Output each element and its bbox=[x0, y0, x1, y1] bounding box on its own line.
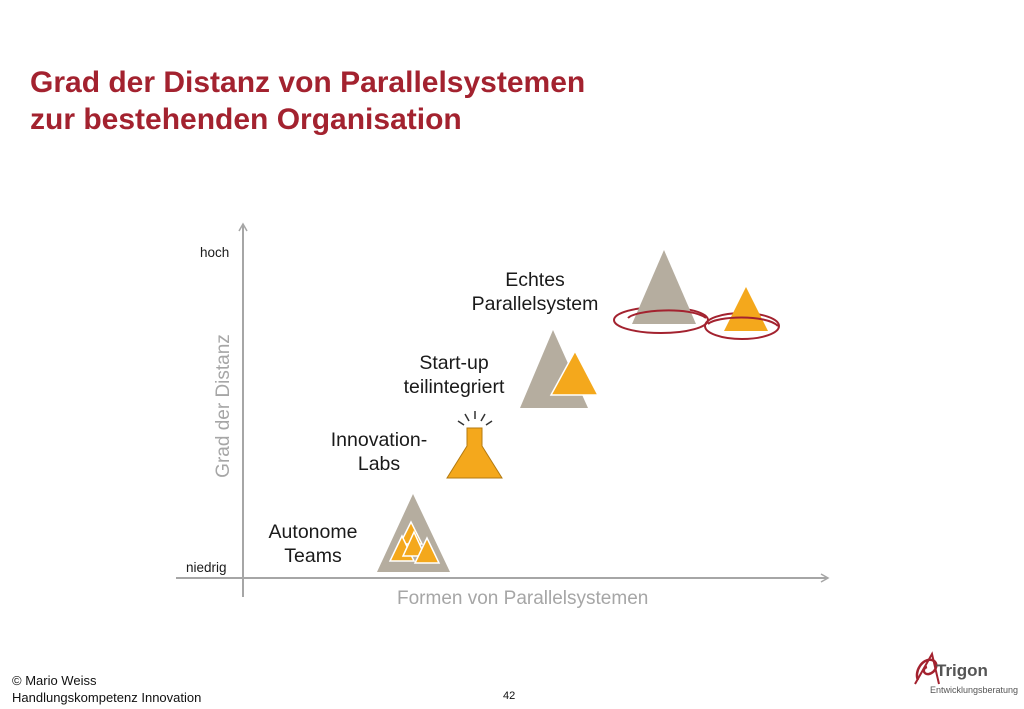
title-line-2: zur bestehenden Organisation bbox=[30, 103, 462, 136]
item-label-innovation-labs: Innovation- Labs bbox=[330, 429, 428, 475]
title-line-1: Grad der Distanz von Parallelsystemen bbox=[30, 66, 586, 99]
mountain-with-small-triangles-icon bbox=[377, 494, 450, 572]
page-number: 42 bbox=[503, 690, 516, 702]
item-label-autonome-teams: Autonome Teams bbox=[268, 521, 358, 567]
footer-copyright: © Mario Weiss bbox=[12, 673, 97, 688]
trigon-logo-icon bbox=[914, 651, 940, 685]
overlapping-triangles-icon bbox=[520, 330, 600, 408]
x-axis-title: Formen von Parallelsystemen bbox=[397, 588, 649, 609]
footer: © Mario Weiss Handlungskompetenz Innovat… bbox=[12, 672, 201, 706]
y-axis-high-label: hoch bbox=[200, 245, 230, 260]
item-label-echtes-parallelsystem: Echtes Parallelsystem bbox=[471, 269, 599, 315]
flask-icon bbox=[446, 411, 503, 479]
separated-circled-triangles-icon bbox=[613, 250, 780, 340]
item-label-start-up: Start-up teilintegriert bbox=[403, 352, 505, 398]
page-title: Grad der Distanz von Parallelsystemen zu… bbox=[30, 64, 830, 138]
footer-subtitle: Handlungskompetenz Innovation bbox=[12, 690, 202, 705]
y-axis-low-label: niedrig bbox=[186, 560, 227, 575]
y-axis-title: Grad der Distanz bbox=[213, 334, 234, 478]
logo-name: Trigon bbox=[936, 661, 988, 680]
logo-tagline: Entwicklungsberatung bbox=[930, 685, 1019, 695]
